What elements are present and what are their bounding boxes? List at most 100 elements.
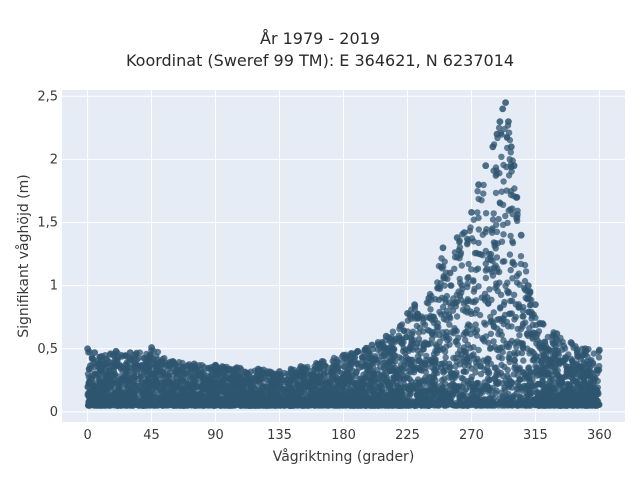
data-point: [123, 366, 130, 373]
data-point: [499, 380, 506, 387]
data-point: [438, 311, 445, 318]
data-point: [520, 313, 527, 320]
data-point: [331, 363, 338, 370]
data-point: [492, 364, 499, 371]
data-point: [468, 365, 475, 372]
data-point: [145, 356, 152, 363]
data-point: [364, 347, 372, 354]
data-point: [564, 382, 572, 389]
data-point: [484, 300, 492, 307]
data-point: [503, 133, 511, 141]
data-point: [513, 215, 520, 222]
data-point: [526, 302, 534, 309]
data-point: [377, 382, 384, 389]
data-point: [497, 304, 504, 311]
data-point: [498, 238, 506, 245]
data-point: [560, 357, 567, 365]
data-point: [260, 389, 267, 396]
data-point: [123, 375, 130, 383]
data-point: [486, 286, 493, 293]
data-point: [388, 339, 395, 347]
data-point: [440, 273, 447, 280]
data-point: [276, 401, 284, 408]
data-point: [400, 327, 408, 334]
data-point: [478, 197, 485, 204]
data-point: [331, 386, 339, 393]
data-point: [355, 360, 362, 367]
data-point: [206, 389, 214, 396]
data-point: [513, 279, 521, 286]
data-point: [456, 292, 464, 299]
data-point: [359, 379, 366, 387]
data-point: [569, 358, 576, 365]
data-point: [522, 268, 530, 275]
data-point: [544, 333, 552, 341]
data-point: [490, 167, 497, 174]
data-point: [509, 205, 516, 212]
data-point: [403, 359, 411, 366]
data-point: [489, 272, 497, 279]
data-point: [126, 354, 133, 361]
data-point: [506, 310, 513, 317]
data-point: [507, 232, 514, 240]
data-point: [100, 386, 107, 393]
data-point: [472, 386, 479, 393]
data-point: [377, 402, 384, 409]
data-point: [355, 387, 362, 394]
data-point: [510, 291, 518, 298]
data-point: [493, 221, 500, 228]
data-point: [85, 365, 93, 373]
data-point: [482, 333, 490, 340]
data-point: [207, 374, 215, 382]
data-point: [505, 288, 512, 296]
data-point: [511, 349, 518, 356]
data-point: [173, 395, 181, 402]
data-point: [326, 383, 333, 391]
data-point: [200, 375, 207, 382]
data-point: [480, 357, 487, 364]
data-point: [490, 309, 497, 316]
data-point: [465, 393, 472, 400]
data-point: [484, 388, 492, 395]
data-point: [281, 387, 288, 394]
data-point: [432, 381, 439, 388]
data-point: [490, 210, 497, 217]
data-point: [496, 199, 503, 206]
data-point: [337, 380, 344, 388]
data-point: [460, 375, 467, 382]
data-point: [477, 363, 485, 370]
data-point: [406, 391, 414, 399]
data-point: [487, 313, 494, 321]
data-point: [577, 390, 584, 397]
data-point: [493, 228, 501, 235]
data-point: [319, 386, 326, 393]
data-point: [584, 384, 592, 392]
data-point: [499, 221, 507, 228]
chart-title: År 1979 - 2019: [260, 29, 380, 48]
data-point: [443, 328, 450, 336]
data-point: [485, 339, 492, 346]
data-point: [302, 385, 309, 392]
data-point: [488, 402, 495, 409]
data-point: [123, 395, 130, 403]
data-point: [432, 341, 439, 348]
data-point: [472, 369, 479, 376]
data-point: [512, 313, 519, 321]
data-point: [493, 254, 501, 261]
data-point: [517, 253, 525, 260]
data-point: [528, 368, 535, 375]
data-point: [182, 370, 189, 377]
data-points: [84, 99, 603, 409]
data-point: [300, 397, 307, 404]
data-point: [475, 380, 482, 387]
data-point: [439, 303, 447, 311]
data-point: [468, 266, 475, 273]
data-point: [498, 389, 505, 396]
data-point: [596, 362, 603, 370]
data-point: [590, 381, 597, 388]
data-point: [487, 330, 495, 337]
data-point: [520, 357, 527, 364]
data-point: [464, 309, 471, 316]
data-point: [500, 178, 507, 185]
